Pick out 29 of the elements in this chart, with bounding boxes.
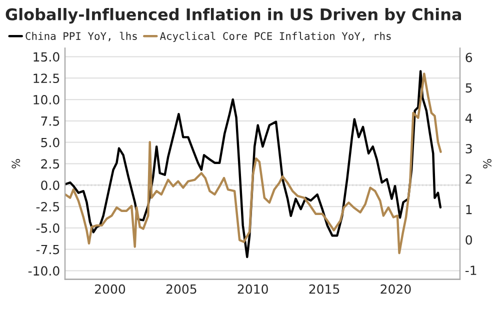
x-tick-label: 2020 xyxy=(380,284,411,294)
y-tick-label: -5.0 xyxy=(36,223,60,233)
x-tick-label: 2005 xyxy=(166,284,196,294)
y-axis-title: % xyxy=(12,159,20,168)
y2-tick-label: 6 xyxy=(466,52,472,62)
x-tick-label: 2000 xyxy=(95,284,126,294)
y-tick-label: 5.0 xyxy=(41,138,60,148)
y2-tick-label: -1 xyxy=(465,266,476,275)
y-tick-label: -7.5 xyxy=(36,244,60,254)
y-tick-label: 10.0 xyxy=(34,94,60,104)
y2-tick-label: 1 xyxy=(466,204,472,214)
x-tick-label: 2015 xyxy=(309,284,340,294)
legend-label: China PPI YoY, lhs xyxy=(26,32,137,42)
y2-tick-label: 0 xyxy=(466,235,472,245)
y-tick-label: -10.0 xyxy=(28,266,60,276)
y-tick-label: 7.5 xyxy=(41,116,60,126)
y-tick-label: 0.0 xyxy=(41,180,60,190)
chart-title: Globally-Influenced Inflation in US Driven by China xyxy=(6,8,461,24)
y2-tick-label: 3 xyxy=(466,144,472,154)
x-tick-label: 2010 xyxy=(238,284,268,294)
y-tick-label: 2.5 xyxy=(41,159,60,169)
y-tick-label: 15.0 xyxy=(34,52,60,62)
legend-label: Acyclical Core PCE Inflation YoY, rhs xyxy=(160,32,391,42)
y-tick-label: -2.5 xyxy=(36,202,60,212)
y2-axis-title: % xyxy=(483,159,492,168)
y-tick-label: 12.5 xyxy=(34,74,60,84)
y2-tick-label: 4 xyxy=(465,114,472,123)
y2-tick-label: 2 xyxy=(466,174,472,184)
y2-tick-label: 5 xyxy=(466,83,472,93)
